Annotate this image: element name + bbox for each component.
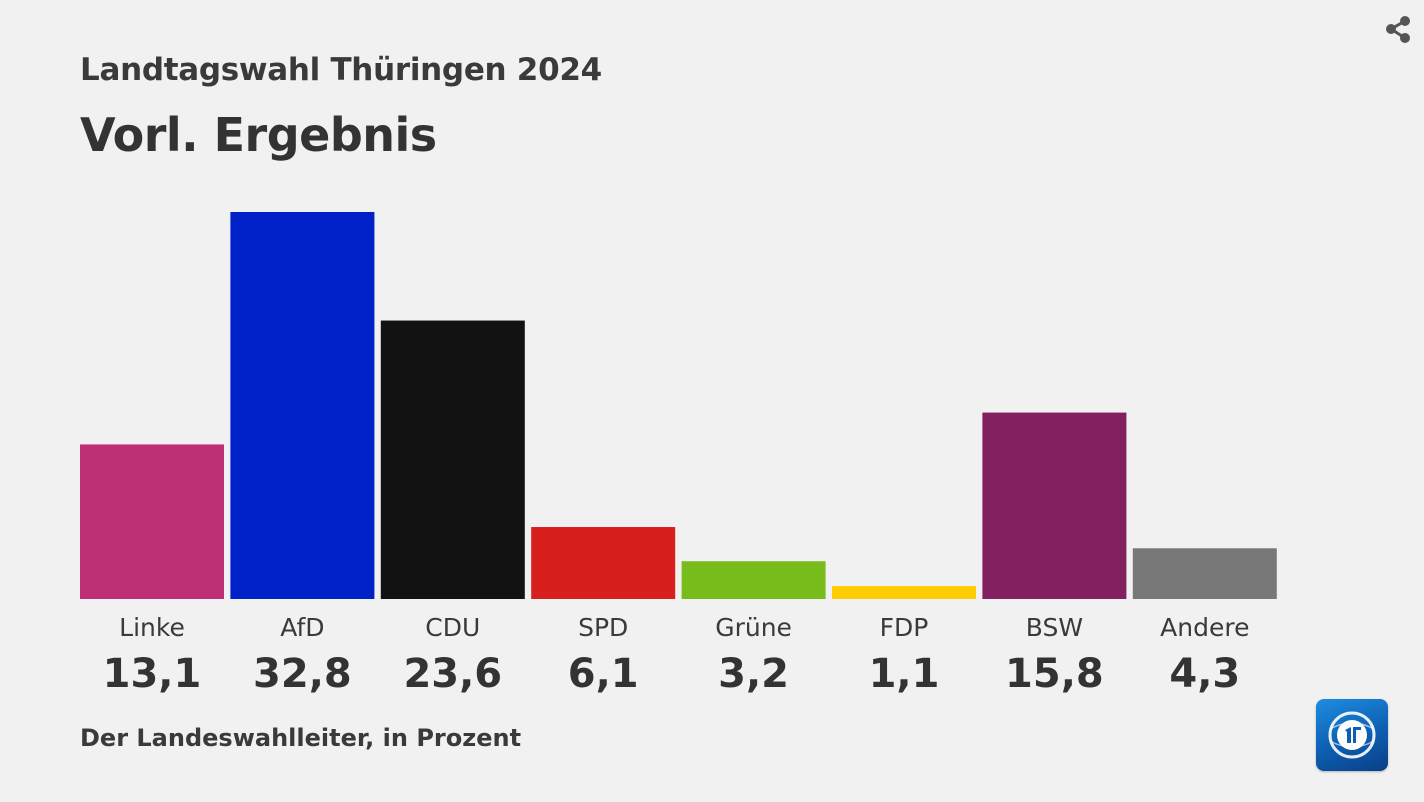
category-label: BSW [1026, 613, 1083, 642]
value-label: 4,3 [1169, 651, 1240, 697]
category-label: AfD [280, 613, 324, 642]
bar-cdu [380, 320, 525, 599]
category-label: SPD [578, 613, 628, 642]
tagesschau-logo-icon [1316, 699, 1388, 771]
chart-title: Landtagswahl Thüringen 2024 [80, 52, 602, 88]
value-label: 6,1 [568, 651, 639, 697]
bar-andere [1132, 548, 1277, 599]
bar-bsw [982, 412, 1127, 599]
category-label: Grüne [715, 613, 792, 642]
value-label: 23,6 [403, 651, 502, 697]
source-note: Der Landeswahlleiter, in Prozent [80, 724, 522, 752]
bar-fdp [832, 586, 976, 599]
bar-grüne [681, 561, 826, 599]
bar-linke [80, 444, 224, 599]
bar-spd [531, 527, 676, 599]
category-label: Linke [119, 613, 185, 642]
category-label: CDU [425, 613, 480, 642]
value-label: 1,1 [869, 651, 940, 697]
value-label: 3,2 [718, 651, 789, 697]
value-label: 15,8 [1005, 651, 1104, 697]
share-icon[interactable] [1380, 12, 1416, 48]
value-label: 13,1 [103, 651, 202, 697]
category-label: Andere [1160, 613, 1249, 642]
value-label: 32,8 [253, 651, 352, 697]
category-label: FDP [880, 613, 929, 642]
bar-afd [230, 212, 375, 599]
chart-subtitle: Vorl. Ergebnis [80, 108, 437, 162]
